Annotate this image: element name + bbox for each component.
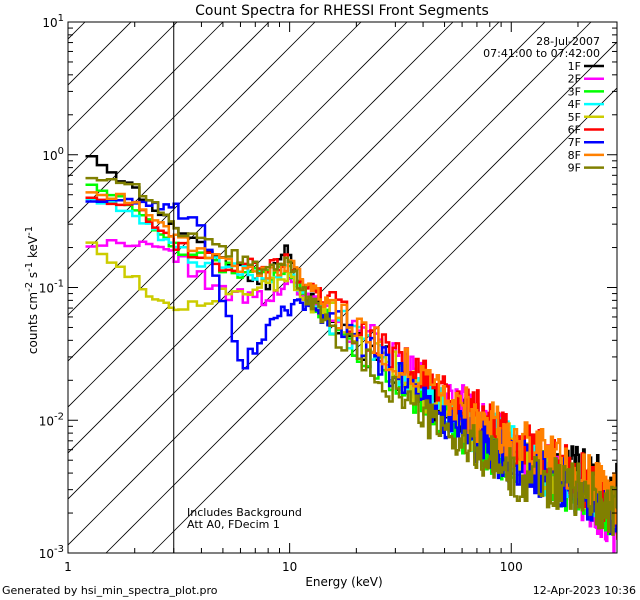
- y-tick-label: 100: [42, 146, 64, 163]
- hatch-line: [68, 22, 132, 86]
- x-axis-label: Energy (keV): [305, 575, 382, 589]
- x-tick-label: 10: [282, 560, 297, 574]
- series-2F: [85, 239, 617, 553]
- hatch-line: [105, 41, 617, 553]
- legend-label-8F: 8F: [568, 149, 581, 162]
- y-tick-label: 101: [42, 13, 64, 30]
- y-axis-tick-labels: 10-3 10-2 10-1 100 101: [39, 13, 64, 561]
- legend-label-4F: 4F: [568, 98, 581, 111]
- hatch-line: [151, 87, 617, 553]
- axis-ticks: [67, 21, 618, 554]
- legend-label-9F: 9F: [568, 162, 581, 175]
- annotation-background: Includes Background: [187, 506, 302, 519]
- legend-label-6F: 6F: [568, 124, 581, 137]
- legend-label-7F: 7F: [568, 136, 581, 149]
- legend-label-3F: 3F: [568, 85, 581, 98]
- hatch-line: [68, 22, 592, 546]
- x-tick-label: 1: [64, 560, 72, 574]
- legend-label-5F: 5F: [568, 111, 581, 124]
- x-axis-tick-labels: 1 10 100: [64, 560, 523, 574]
- hatch-line: [68, 22, 224, 178]
- chart-title: Count Spectra for RHESSI Front Segments: [195, 3, 489, 19]
- hatch-line: [68, 22, 454, 408]
- footer-generator: Generated by hsi_min_spectra_plot.pro: [2, 584, 218, 597]
- observation-time-range: 07:41:00 to 07:42:00: [483, 47, 600, 60]
- series-layer: [85, 154, 617, 553]
- y-tick-label: 10-2: [39, 411, 64, 428]
- series-9F: [85, 176, 617, 536]
- x-tick-label: 100: [500, 560, 523, 574]
- hatch-line: [68, 22, 408, 362]
- legend-label-2F: 2F: [568, 73, 581, 86]
- annotation-attenuator: Att A0, FDecim 1: [187, 518, 280, 531]
- footer-timestamp: 12-Apr-2023 10:36: [533, 584, 636, 597]
- hatch-line: [68, 22, 316, 270]
- observation-date: 28-Jul-2007: [536, 35, 600, 48]
- hatch-line: [68, 22, 546, 500]
- hatched-exclusion-region: [68, 22, 617, 553]
- hatch-line: [68, 22, 178, 132]
- hatch-line: [68, 22, 500, 454]
- y-tick-label: 10-1: [39, 279, 64, 296]
- hatch-line: [68, 22, 270, 224]
- hatch-line: [68, 22, 362, 316]
- legend-label-1F: 1F: [568, 60, 581, 73]
- y-axis-label: counts cm-2 s-1 keV-1: [24, 226, 40, 354]
- y-tick-label: 10-3: [39, 544, 64, 561]
